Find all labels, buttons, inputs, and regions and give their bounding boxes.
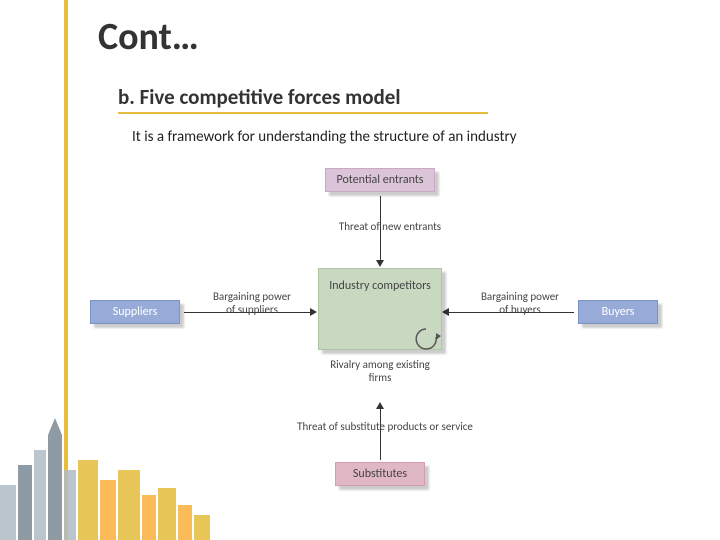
label-threat-new-entrants: Threat of new entrants [330, 220, 450, 233]
arrow-suppliers-head [310, 308, 317, 316]
center-title: Industry competitors [325, 279, 435, 293]
page-title: Cont… [98, 14, 199, 60]
arrow-substitutes-head [376, 402, 384, 409]
node-buyers: Buyers [578, 300, 658, 324]
arrow-buyers-head [442, 308, 449, 316]
description-text: It is a framework for understanding the … [132, 128, 517, 146]
subtitle: b. Five competitive forces model [118, 84, 401, 110]
label-bargaining-suppliers-l1: Bargaining power [213, 290, 291, 303]
label-bargaining-buyers-l1: Bargaining power [481, 290, 559, 303]
node-potential-entrants: Potential entrants [325, 168, 435, 192]
label-bargaining-suppliers: Bargaining power of suppliers [202, 290, 302, 316]
slide: Cont… b. Five competitive forces model I… [0, 0, 720, 540]
label-threat-substitutes: Threat of substitute products or service [285, 420, 485, 433]
skyline-decoration [0, 410, 210, 540]
arrow-entrants-head [376, 260, 384, 267]
label-bargaining-buyers-l2: of buyers [499, 303, 540, 316]
node-industry-competitors: Industry competitors [318, 268, 442, 350]
node-substitutes: Substitutes [335, 462, 425, 486]
node-suppliers: Suppliers [90, 300, 180, 324]
label-bargaining-buyers: Bargaining power of buyers [470, 290, 570, 316]
arrow-substitutes [380, 408, 381, 460]
rivalry-arrow-icon [412, 325, 442, 355]
center-subtitle: Rivalry among existing firms [318, 358, 442, 384]
label-bargaining-suppliers-l2: of suppliers [226, 303, 278, 316]
subtitle-underline [118, 112, 488, 114]
